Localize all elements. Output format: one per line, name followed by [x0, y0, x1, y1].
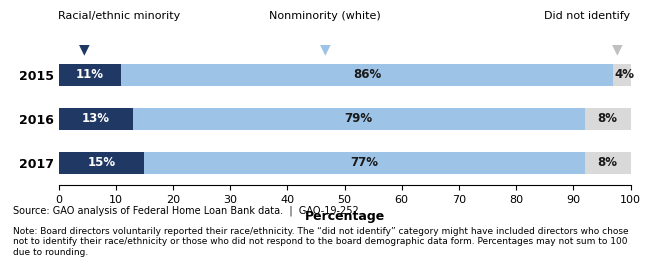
Text: 13%: 13%	[82, 112, 110, 125]
Text: ▼: ▼	[79, 42, 90, 56]
Bar	[58, 64, 122, 86]
Bar	[614, 64, 636, 86]
X-axis label: Percentage: Percentage	[304, 210, 385, 223]
Text: 8%: 8%	[597, 156, 618, 169]
Bar	[144, 152, 585, 174]
Text: Source: GAO analysis of Federal Home Loan Bank data.  |  GAO-19-252: Source: GAO analysis of Federal Home Loa…	[13, 206, 359, 216]
Text: 86%: 86%	[353, 68, 382, 81]
Text: 4%: 4%	[615, 68, 635, 81]
Bar	[122, 64, 614, 86]
Text: Did not identify: Did not identify	[545, 11, 630, 21]
Bar	[585, 108, 630, 130]
Text: 11%: 11%	[76, 68, 104, 81]
Bar	[133, 108, 585, 130]
Bar	[58, 152, 144, 174]
Text: 15%: 15%	[87, 156, 116, 169]
Bar	[58, 108, 133, 130]
Text: 77%: 77%	[350, 156, 378, 169]
Text: ▼: ▼	[320, 42, 330, 56]
Text: Nonminority (white): Nonminority (white)	[269, 11, 381, 21]
Text: 79%: 79%	[344, 112, 373, 125]
Bar	[585, 152, 630, 174]
Text: Note: Board directors voluntarily reported their race/ethnicity. The “did not id: Note: Board directors voluntarily report…	[13, 227, 629, 257]
Text: 8%: 8%	[597, 112, 618, 125]
Text: Racial/ethnic minority: Racial/ethnic minority	[58, 11, 181, 21]
Text: ▼: ▼	[612, 42, 623, 56]
